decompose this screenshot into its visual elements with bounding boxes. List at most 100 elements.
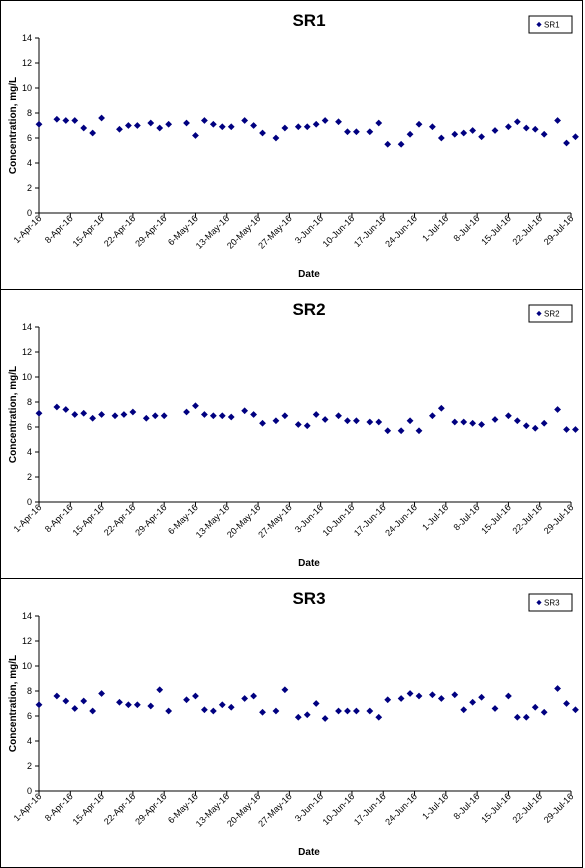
data-point: [125, 122, 132, 129]
data-point: [563, 426, 570, 433]
legend: SR3: [528, 593, 573, 612]
data-point: [344, 417, 351, 425]
legend-marker: [536, 599, 542, 606]
data-point: [335, 707, 342, 715]
y-tick-label: 12: [22, 347, 32, 357]
data-point: [125, 701, 132, 709]
y-tick-label: 14: [22, 322, 32, 332]
y-tick-label: 2: [27, 761, 32, 771]
y-tick-label: 12: [22, 58, 32, 68]
x-tick-label: 8-Jul-16: [451, 791, 481, 821]
data-point: [312, 411, 320, 418]
legend-label: SR1: [544, 21, 560, 30]
x-tick-label: 17-Jun-16: [352, 791, 388, 827]
x-tick-label: 15-Jul-16: [479, 791, 513, 825]
data-point: [183, 119, 190, 127]
data-point: [353, 417, 360, 425]
data-point: [53, 115, 61, 123]
data-point: [344, 707, 351, 715]
x-tick-label: 17-Jun-16: [352, 213, 388, 249]
data-point: [335, 412, 342, 420]
data-point: [98, 411, 105, 418]
legend-box: [528, 304, 573, 323]
data-point: [201, 117, 208, 124]
data-point: [531, 125, 539, 133]
data-point: [35, 120, 43, 128]
x-tick-label: 8-Apr-16: [43, 213, 75, 245]
data-point: [80, 124, 88, 132]
data-point: [272, 134, 280, 142]
x-tick-label: 22-Apr-16: [102, 213, 137, 248]
x-tick-label: 27-May-16: [256, 213, 293, 250]
data-point: [384, 696, 392, 704]
x-tick-label: 1-Jul-16: [420, 213, 450, 243]
y-tick-label: 6: [27, 133, 32, 143]
x-tick-label: 1-Apr-16: [12, 791, 44, 823]
data-point: [62, 406, 70, 413]
x-tick-label: 3-Jun-16: [293, 213, 325, 245]
data-point: [469, 698, 477, 706]
data-point: [250, 692, 257, 700]
data-point: [491, 705, 499, 712]
data-point: [375, 418, 383, 426]
data-point: [53, 692, 61, 700]
data-point: [554, 117, 561, 124]
data-point: [522, 422, 530, 430]
data-point: [397, 427, 405, 435]
data-point: [540, 419, 548, 427]
x-axis-label: Date: [298, 558, 320, 569]
data-point: [294, 713, 302, 721]
legend: SR2: [528, 304, 573, 323]
data-point: [522, 124, 530, 132]
data-point: [397, 695, 405, 702]
x-tick-label: 22-Apr-16: [102, 502, 137, 537]
x-tick-label: 10-Jun-16: [321, 213, 357, 249]
x-tick-label: 29-Jul-16: [542, 213, 576, 247]
y-tick-label: 8: [27, 108, 32, 118]
data-point: [554, 685, 561, 692]
y-tick-label: 4: [27, 736, 32, 746]
y-tick-label: 8: [27, 397, 32, 407]
data-point: [572, 706, 579, 714]
data-point: [554, 406, 561, 413]
x-axis-label: Date: [298, 847, 320, 858]
data-point: [71, 117, 79, 124]
y-tick-label: 12: [22, 636, 32, 646]
x-tick-label: 22-Jul-16: [511, 502, 545, 536]
data-point: [241, 695, 249, 702]
x-tick-label: 1-Apr-16: [12, 213, 44, 245]
data-point: [505, 692, 512, 700]
data-point: [406, 130, 414, 138]
data-point: [281, 124, 289, 132]
data-point: [272, 417, 280, 425]
y-tick-label: 10: [22, 372, 32, 382]
data-point: [227, 703, 235, 711]
y-tick-label: 10: [22, 83, 32, 93]
data-point: [120, 411, 128, 418]
data-point: [133, 701, 141, 709]
data-point: [53, 403, 61, 411]
x-axis-label: Date: [298, 269, 320, 280]
data-point: [478, 133, 485, 141]
x-tick-label: 29-Jul-16: [542, 502, 576, 536]
data-point: [259, 419, 266, 427]
data-point: [294, 421, 302, 428]
y-tick-label: 2: [27, 472, 32, 482]
data-point: [209, 707, 217, 715]
x-tick-label: 1-Jul-16: [420, 791, 450, 821]
data-point: [540, 130, 548, 138]
y-axis-label: Concentration, mg/L: [8, 655, 19, 752]
data-point: [397, 140, 405, 148]
x-tick-label: 29-Jul-16: [542, 791, 576, 825]
x-tick-label: 24-Jun-16: [383, 213, 419, 249]
data-point: [116, 698, 123, 706]
data-point: [35, 409, 43, 417]
data-point: [460, 129, 468, 137]
legend-box: [528, 593, 573, 612]
x-tick-label: 8-Jul-16: [451, 502, 481, 532]
x-tick-label: 8-Jul-16: [451, 213, 481, 243]
data-point: [281, 686, 289, 694]
data-point: [80, 697, 88, 705]
